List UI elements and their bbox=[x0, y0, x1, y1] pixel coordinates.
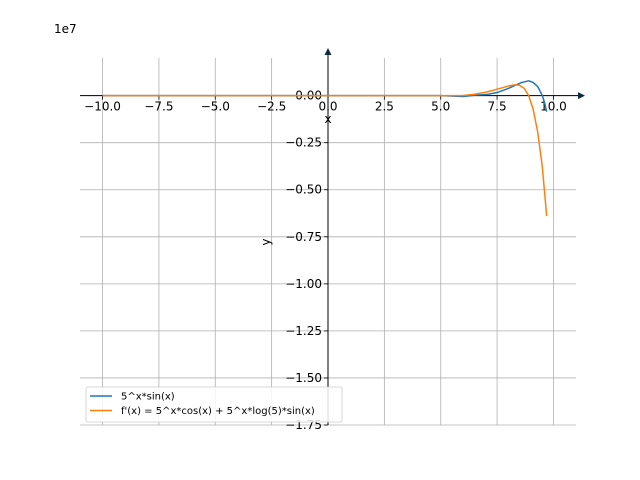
y-tick-label: −1.25 bbox=[285, 324, 322, 338]
x-tick-label: 5.0 bbox=[431, 100, 450, 114]
y-scale-label: 1e7 bbox=[54, 22, 77, 36]
legend: 5^x*sin(x) f'(x) = 5^x*cos(x) + 5^x*log(5… bbox=[85, 386, 343, 423]
legend-box bbox=[85, 386, 343, 423]
tick-marks: −10.0 −7.5 −5.0 −2.5 0.0 2.5 5.0 7.5 10.00.00−0.… bbox=[84, 89, 567, 432]
y-tick-label: −0.25 bbox=[285, 136, 322, 150]
x-tick-label: −5.0 bbox=[201, 100, 230, 114]
x-tick-label: 7.5 bbox=[488, 100, 507, 114]
x-tick-label: −7.5 bbox=[144, 100, 173, 114]
x-axis-label: x bbox=[324, 112, 331, 126]
series-line-2 bbox=[102, 83, 548, 217]
y-axis-arrow bbox=[324, 48, 332, 55]
x-tick-label: 2.5 bbox=[375, 100, 394, 114]
y-axis-label: y bbox=[259, 238, 273, 245]
x-tick-label: 0.0 bbox=[318, 100, 337, 114]
legend-label-2: f'(x) = 5^x*cos(x) + 5^x*log(5)*sin(x) bbox=[121, 406, 315, 417]
x-axis-arrow bbox=[578, 92, 585, 100]
x-tick-label: −2.5 bbox=[257, 100, 286, 114]
y-tick-label: −0.75 bbox=[285, 230, 322, 244]
series-lines bbox=[102, 80, 548, 217]
y-tick-label: −1.00 bbox=[285, 277, 322, 291]
x-tick-label: −10.0 bbox=[84, 100, 121, 114]
legend-label-1: 5^x*sin(x) bbox=[121, 392, 175, 403]
y-tick-label: −1.50 bbox=[285, 371, 322, 385]
y-tick-label: −0.50 bbox=[285, 183, 322, 197]
